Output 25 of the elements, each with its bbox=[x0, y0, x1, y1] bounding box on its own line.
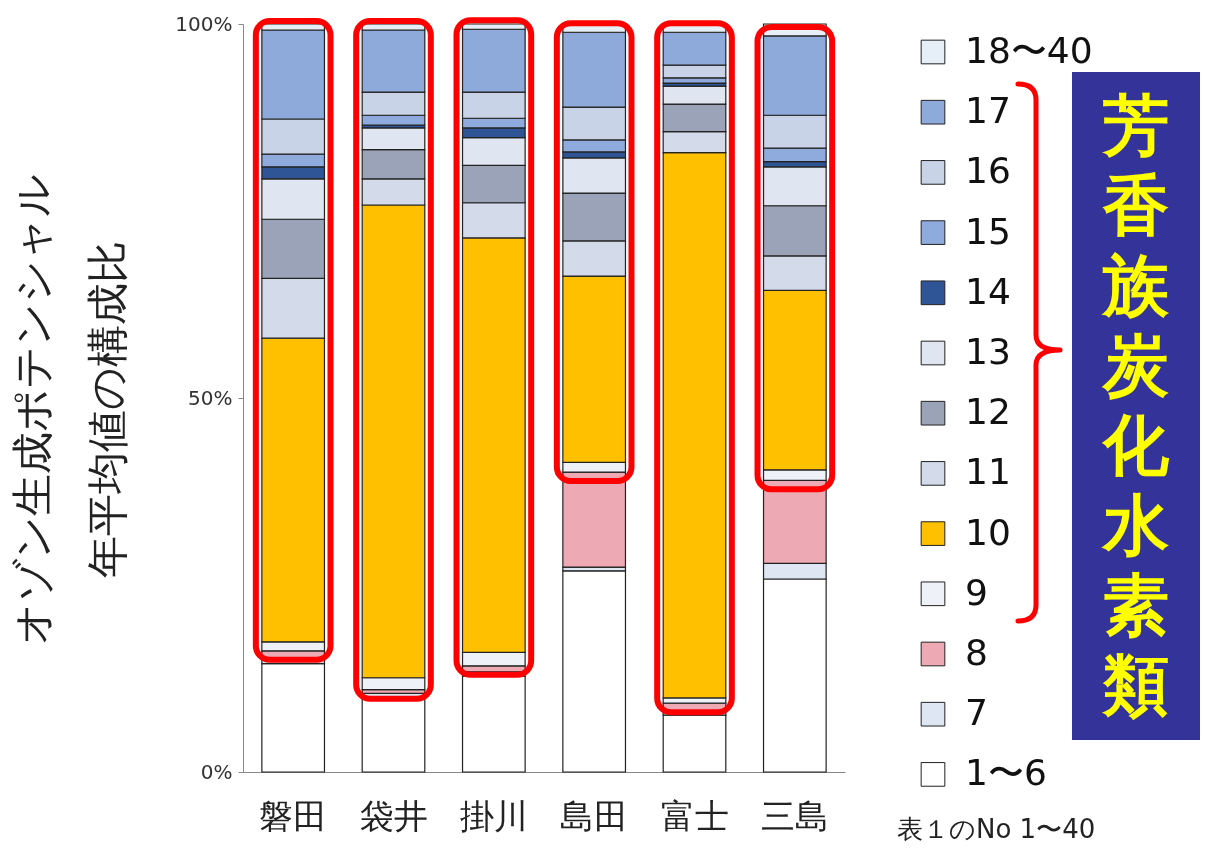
x-tick-label: 袋井 bbox=[359, 795, 428, 836]
legend-label: 1〜6 bbox=[965, 752, 1047, 794]
legend-label: 17 bbox=[965, 90, 1011, 132]
legend-label: 13 bbox=[965, 331, 1011, 372]
x-tick-label: 三島 bbox=[760, 795, 829, 836]
legend-label: 8 bbox=[965, 632, 988, 673]
legend-label: 14 bbox=[965, 270, 1011, 312]
x-tick-label: 島田 bbox=[560, 795, 629, 836]
legend-label: 12 bbox=[965, 391, 1011, 433]
legend-label: 7 bbox=[965, 692, 988, 734]
legend-label: 9 bbox=[965, 571, 988, 613]
y-tick-label: 50% bbox=[188, 385, 233, 410]
x-tick-label: 富士 bbox=[660, 795, 729, 836]
legend-label: 10 bbox=[965, 511, 1011, 553]
text: 表１のNo 1〜40 bbox=[897, 813, 1096, 846]
y-tick-label: 100% bbox=[175, 11, 233, 36]
x-tick-label: 掛川 bbox=[459, 795, 528, 836]
legend-label: 11 bbox=[965, 451, 1011, 493]
legend-label: 18〜40 bbox=[965, 30, 1093, 71]
label-panel: 芳香族炭化水素類 bbox=[1072, 72, 1200, 740]
y-tick-label: 0% bbox=[200, 759, 233, 784]
legend-label: 15 bbox=[965, 210, 1011, 252]
legend-label: 16 bbox=[965, 150, 1011, 192]
y-axis-title: オゾン生成ポテンシャル年平均値の構成比 bbox=[7, 172, 133, 647]
x-tick-label: 磐田 bbox=[259, 795, 328, 836]
